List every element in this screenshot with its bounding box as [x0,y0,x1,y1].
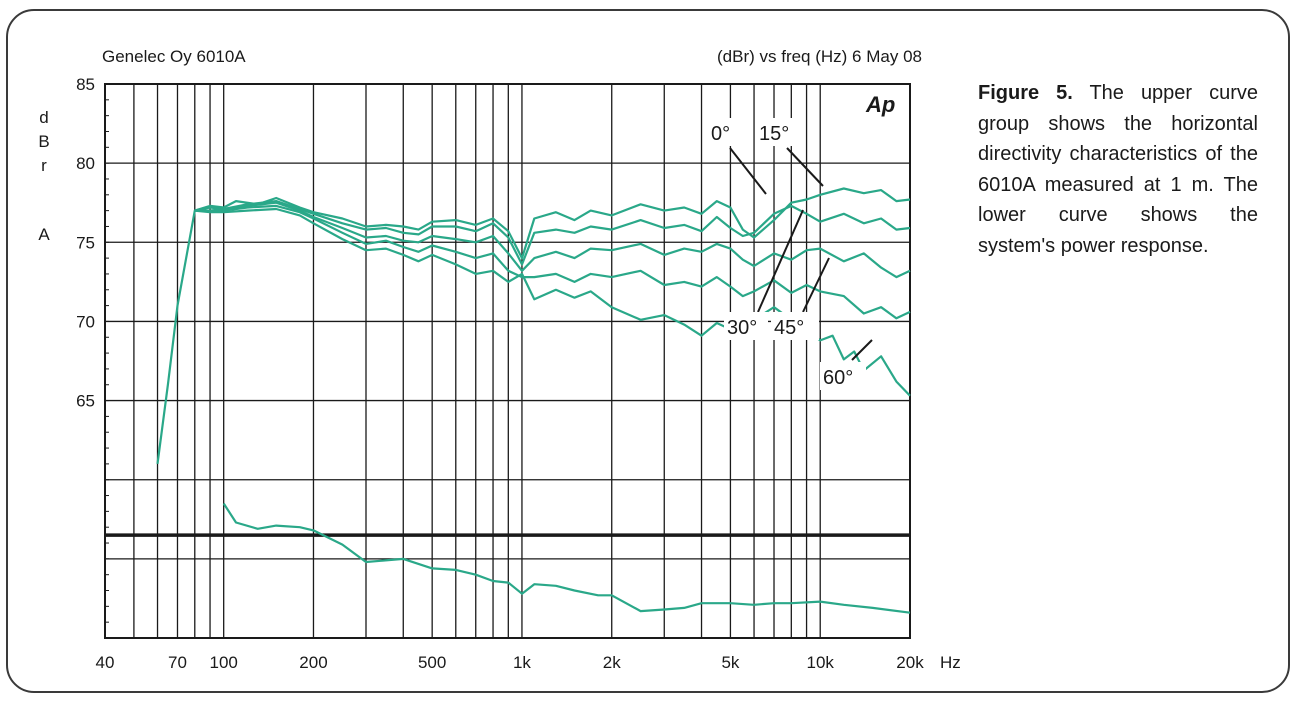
angle-annotations: 0° 15° 30° 45° 60° [708,118,873,390]
y-label-char: B [38,132,49,151]
series-line [194,201,911,279]
series-group [156,187,911,614]
x-tick-label: 2k [603,653,621,672]
y-label-char: d [39,108,48,127]
y-tick-label: 65 [76,392,95,411]
annotation-60deg: 60° [823,367,853,389]
y-tick-label: 75 [76,233,95,252]
series-line [194,207,911,397]
y-tick-label: 80 [76,154,95,173]
chart-grid [104,83,911,639]
x-tick-label: 1k [513,653,531,672]
x-tick-labels: 40 70 100 200 500 1k 2k 5k 10k 20k [96,653,925,672]
x-tick-label: 5k [721,653,739,672]
y-tick-labels: 85 80 75 70 65 [76,75,95,411]
y-label-char: r [41,156,47,175]
ap-logo-badge: Ap [865,92,895,117]
series-line [194,200,911,266]
x-axis-unit-label: Hz [940,653,961,672]
annotation-0deg: 0° [711,123,730,145]
annotation-30deg: 30° [727,317,757,339]
chart-header-left: Genelec Oy 6010A [102,47,246,66]
x-tick-label: 40 [96,653,115,672]
figure-card [6,9,1290,693]
series-line [222,502,911,614]
figure-caption: Figure 5. The upper curve group shows th… [978,78,1258,261]
y-label-char: A [38,225,50,244]
y-tick-label: 85 [76,75,95,94]
x-tick-label: 20k [896,653,924,672]
y-axis-label: dBr A [38,108,50,244]
annotation-45deg: 45° [774,317,804,339]
x-tick-label: 500 [418,653,446,672]
caption-figure-label: Figure 5. [978,82,1073,104]
caption-text: The upper curve group shows the horizont… [978,82,1259,257]
x-tick-label: 70 [168,653,187,672]
chart-header-right: (dBr) vs freq (Hz) 6 May 08 [717,47,922,66]
y-tick-label: 70 [76,312,95,331]
x-tick-label: 100 [210,653,238,672]
series-line [194,204,911,320]
plot-frame [104,83,911,639]
x-tick-label: 10k [807,653,835,672]
annotation-15deg: 15° [759,123,789,145]
x-tick-label: 200 [299,653,327,672]
